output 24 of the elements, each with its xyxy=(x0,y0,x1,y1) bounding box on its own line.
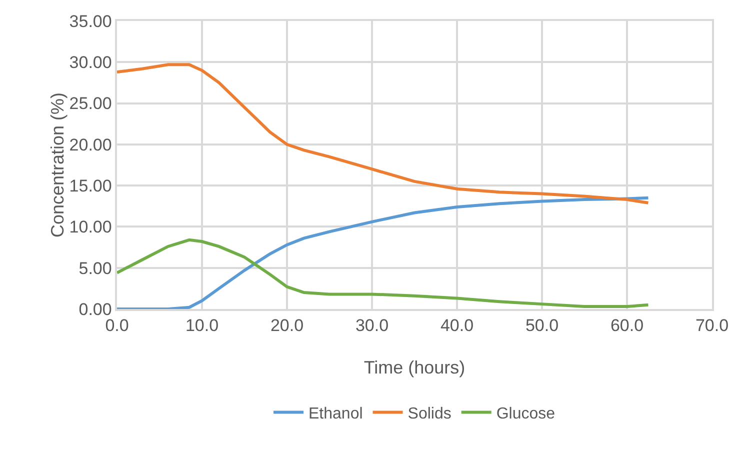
x-tick-label: 70.0 xyxy=(695,316,729,336)
line-series xyxy=(117,238,650,308)
x-tick-label: 20.0 xyxy=(270,316,304,336)
y-tick-label: 30.00 xyxy=(69,53,112,72)
y-tick-label: 10.00 xyxy=(69,218,112,237)
legend-label: Ethanol xyxy=(308,406,363,423)
y-axis-title: Concentration (%) xyxy=(47,92,68,238)
x-tick-label: 50.0 xyxy=(525,316,559,336)
y-tick-label: 35.00 xyxy=(69,12,112,31)
x-tick-label: 10.0 xyxy=(185,316,219,336)
x-tick-label: 30.0 xyxy=(355,316,389,336)
y-tick-label: 5.00 xyxy=(78,258,112,278)
y-tick-label: 15.00 xyxy=(69,176,112,196)
y-tick-label: 0.00 xyxy=(78,300,112,319)
line-series xyxy=(117,196,650,309)
x-tick-label: 60.0 xyxy=(610,316,644,336)
legend-label: Solids xyxy=(408,406,452,423)
y-tick-label: 25.00 xyxy=(69,94,112,114)
y-tick-label: 20.00 xyxy=(69,135,112,154)
line-series xyxy=(117,63,650,204)
x-axis-title: Time (hours) xyxy=(364,358,466,378)
x-tick-label: 40.0 xyxy=(440,316,474,336)
legend-label: Glucose xyxy=(496,406,556,423)
x-tick-label: 0.0 xyxy=(105,316,129,336)
